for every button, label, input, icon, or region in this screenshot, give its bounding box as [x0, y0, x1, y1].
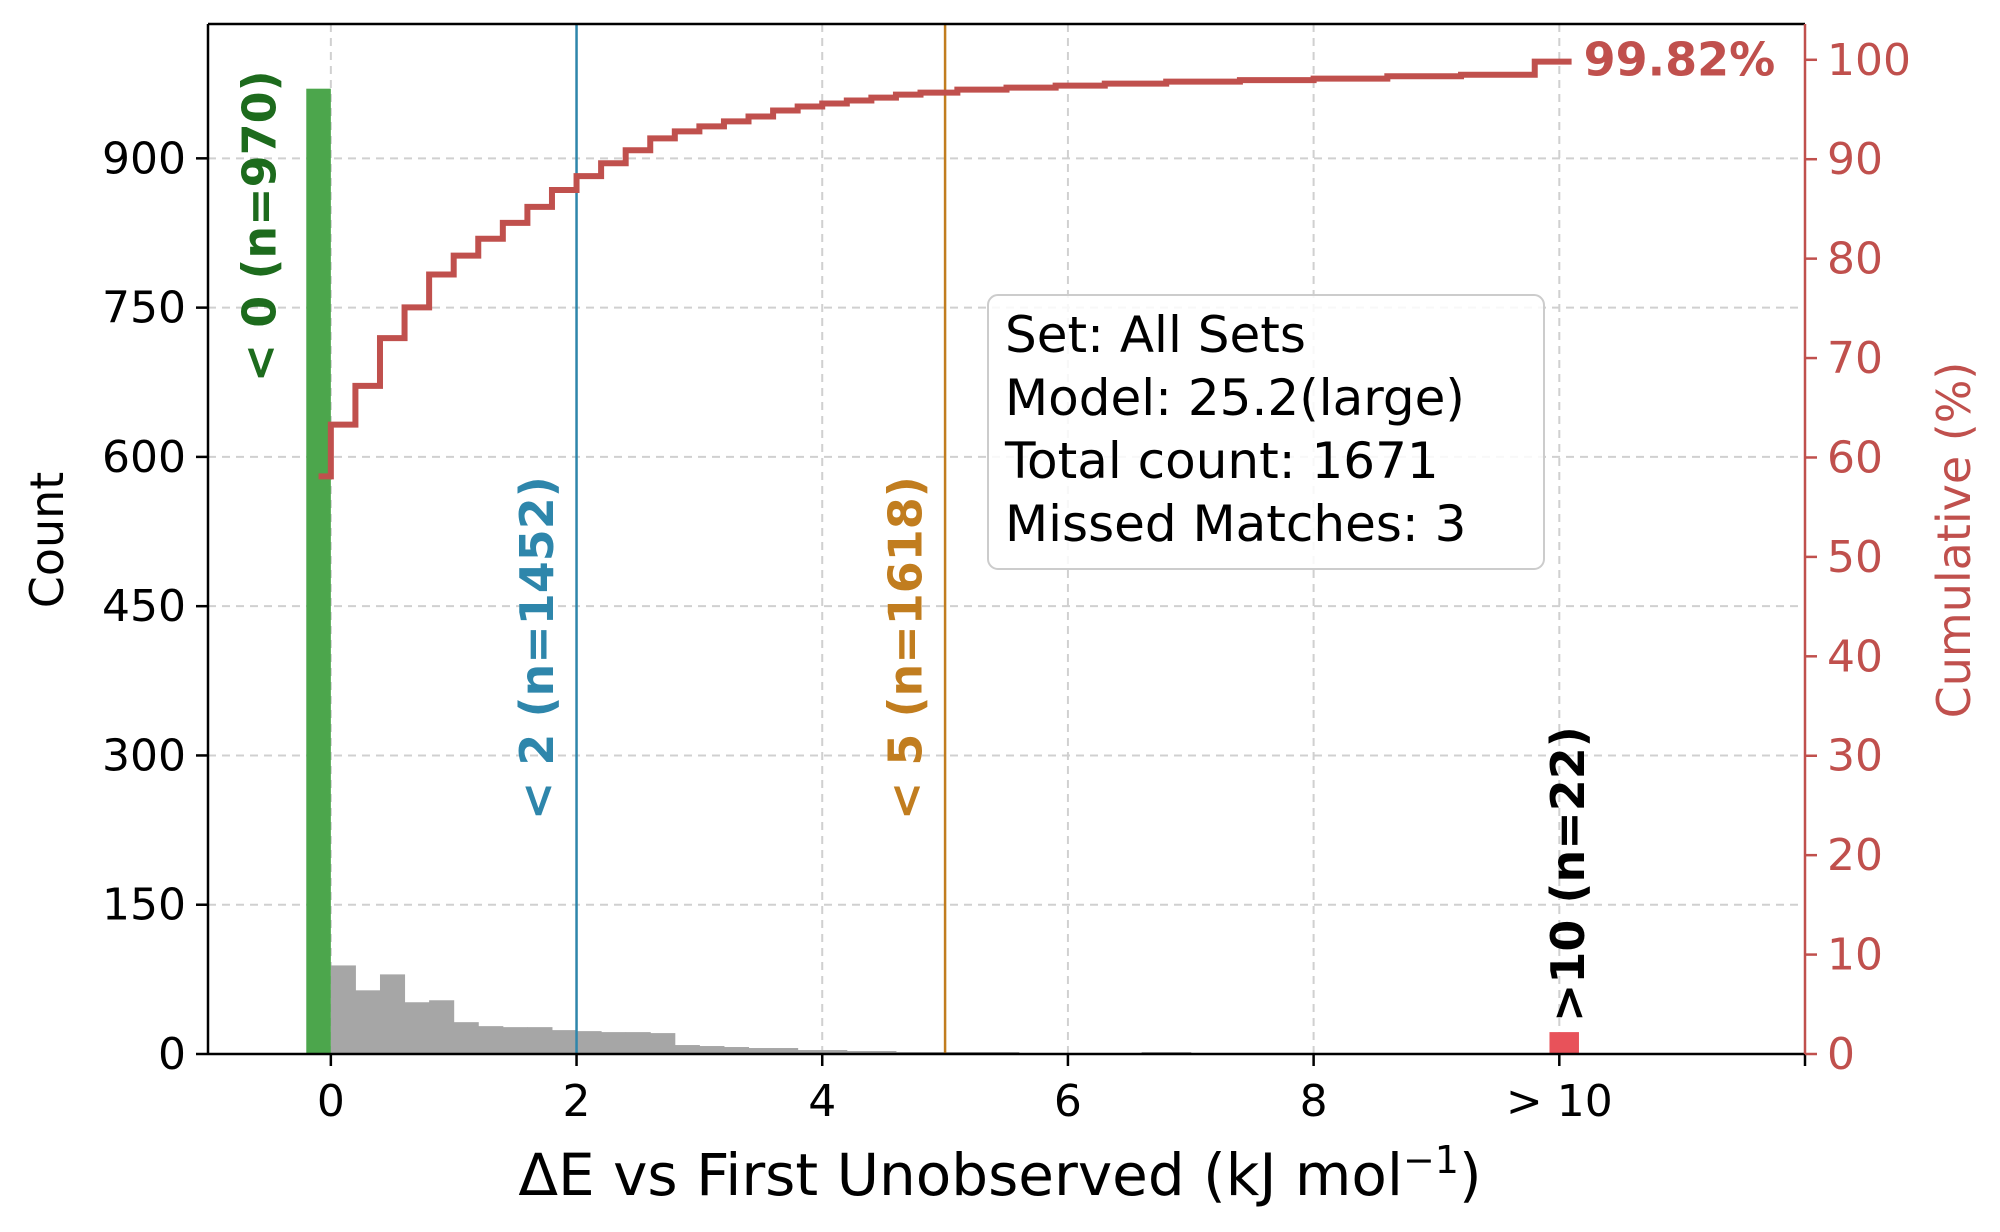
- y-tick-label-right: 30: [1827, 731, 1883, 782]
- axes: [206, 22, 1807, 1056]
- y-tick-label-right: 10: [1827, 930, 1883, 981]
- overflow-bar: [1549, 1032, 1579, 1054]
- histogram-bar: [527, 1027, 553, 1054]
- histogram-bar: [650, 1033, 676, 1054]
- y-tick-label-right: 100: [1827, 35, 1911, 86]
- info-model: Model: 25.2(large): [1005, 369, 1465, 427]
- histogram-bar: [355, 990, 381, 1054]
- histogram-bar: [429, 1000, 455, 1054]
- cumulative-curve: [318, 58, 1572, 480]
- y-tick-label-left: 150: [102, 880, 186, 931]
- y-tick-label-left: 450: [102, 581, 186, 632]
- histogram-bar: [773, 1048, 799, 1054]
- histogram-bar: [748, 1048, 774, 1054]
- y-tick-label-left: 900: [102, 133, 186, 184]
- x-tick-label: 4: [808, 1076, 836, 1127]
- y-tick-label-left: 600: [102, 432, 186, 483]
- negative-bar: [306, 88, 331, 1055]
- y-tick-label-right: 20: [1827, 830, 1883, 881]
- y-tick-label-right: 80: [1827, 234, 1883, 285]
- info-total: Total count: 1671: [1004, 432, 1439, 490]
- histogram-bar: [871, 1051, 897, 1054]
- annotation-labels: < 0 (n=970) < 2 (n=1452) < 5 (n=1618) >10 (…: [233, 33, 1776, 1023]
- y-tick-label-left: 300: [102, 730, 186, 781]
- info-box: Set: All Sets Model: 25.2(large) Total c…: [987, 294, 1545, 570]
- histogram-bar: [453, 1022, 479, 1054]
- x-axis-label: ΔE vs First Unobserved (kJ mol−1): [518, 1138, 1481, 1209]
- histogram-bar: [723, 1047, 750, 1054]
- y-tick-label-right: 40: [1827, 631, 1883, 682]
- histogram-bar: [478, 1026, 504, 1054]
- info-missed: Missed Matches: 3: [1005, 495, 1466, 553]
- y-tick-label-right: 60: [1827, 432, 1883, 483]
- final-percentage-label: 99.82%: [1584, 33, 1776, 87]
- y-tick-label-left: 0: [158, 1029, 186, 1080]
- cumulative-line: [318, 58, 1572, 480]
- x-tick-label: 0: [317, 1076, 345, 1127]
- tick-labels: 0 2 4 6 8 > 10 0 150 300 450 600 750 900 0 10 20 30 40 50 6…: [102, 35, 1911, 1127]
- threshold-lines: [575, 24, 947, 1054]
- x-tick-label: 2: [563, 1076, 591, 1127]
- histogram-bar: [699, 1046, 725, 1054]
- y-axis-label-right: Cumulative (%): [1927, 362, 1981, 719]
- y-tick-label-right: 50: [1827, 532, 1883, 583]
- overflow-count-label: >10 (n=22): [1541, 726, 1595, 1022]
- histogram-bar: [502, 1027, 528, 1054]
- histogram-bar: [846, 1051, 872, 1054]
- y-axis-label-left: Count: [20, 472, 74, 609]
- histogram-bar: [404, 1002, 430, 1054]
- histogram-bars: [330, 965, 1216, 1054]
- histogram-bar: [625, 1032, 651, 1054]
- x-tick-label: 6: [1054, 1076, 1082, 1127]
- info-set: Set: All Sets: [1005, 306, 1306, 364]
- y-tick-label-left: 750: [102, 283, 186, 334]
- x-tick-label: > 10: [1506, 1076, 1613, 1127]
- vline-label-5: < 5 (n=1618): [879, 476, 933, 820]
- info-box-frame: [987, 294, 1545, 570]
- histogram-bar: [674, 1045, 700, 1054]
- special-bars: [306, 88, 1579, 1055]
- histogram-bar: [330, 965, 356, 1054]
- histogram-bar: [822, 1050, 848, 1054]
- y-tick-label-right: 0: [1827, 1029, 1855, 1080]
- y-tick-label-right: 90: [1827, 134, 1883, 185]
- vline-label-2: < 2 (n=1452): [510, 476, 564, 820]
- histogram-bar: [797, 1050, 823, 1054]
- histogram-bar: [576, 1031, 602, 1054]
- neg-count-label: < 0 (n=970): [233, 70, 287, 382]
- histogram-bar: [551, 1030, 578, 1054]
- histogram-bar: [601, 1032, 627, 1054]
- histogram-bar: [379, 974, 406, 1054]
- x-tick-label: 8: [1300, 1076, 1328, 1127]
- y-tick-label-right: 70: [1827, 333, 1883, 384]
